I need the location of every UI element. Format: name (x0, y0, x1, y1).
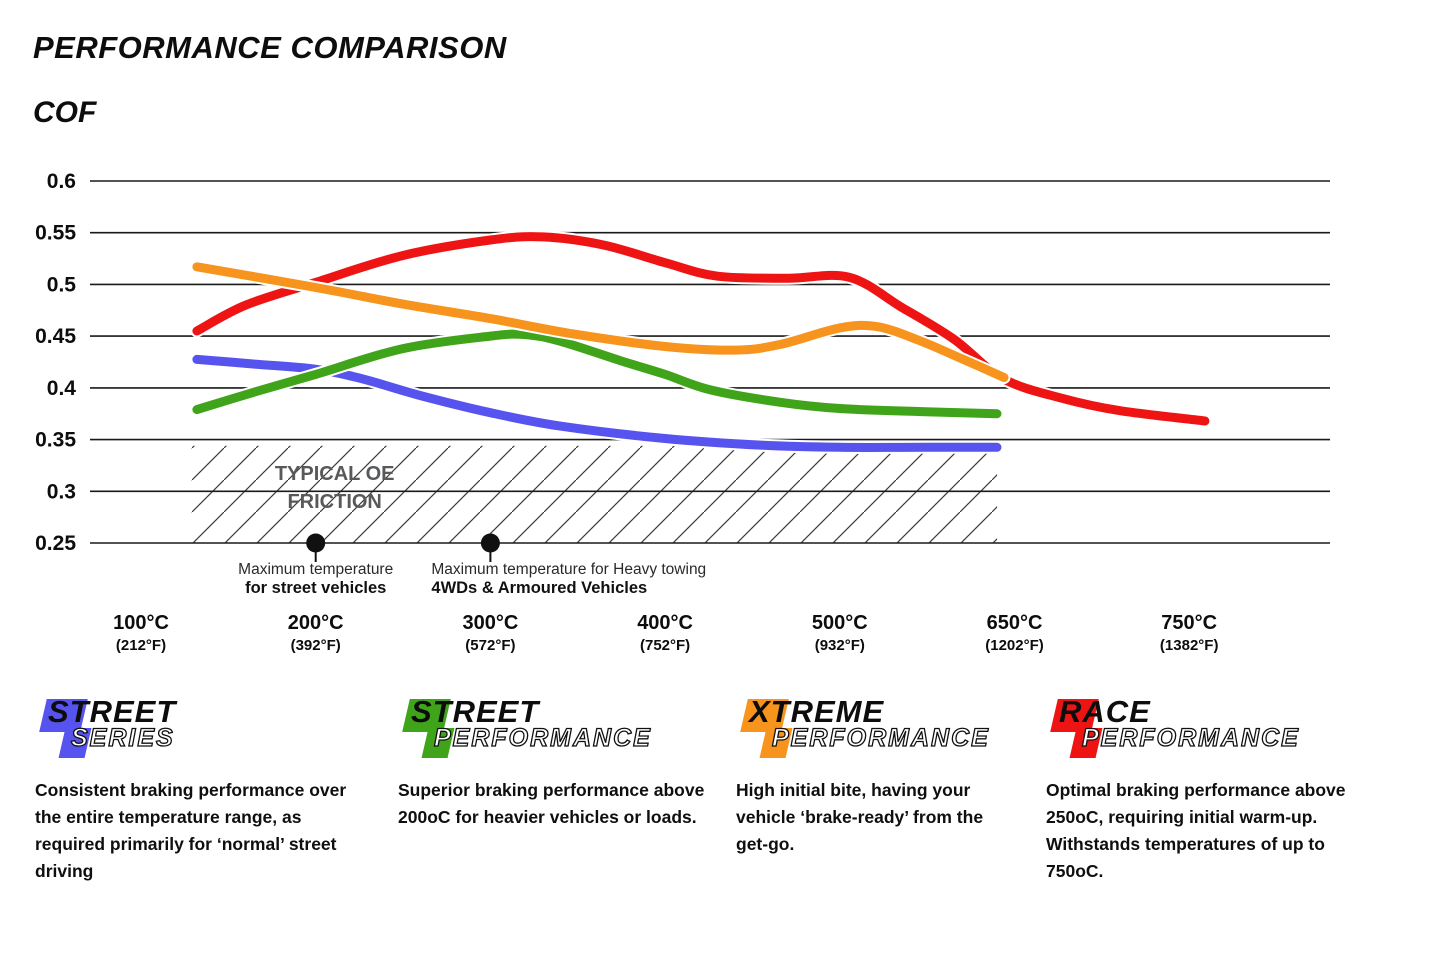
series-line-race-performance (192, 232, 1210, 426)
x-tick-label-celsius: 300°C (462, 612, 518, 634)
series-line-xtreme-performance (192, 262, 1009, 382)
legend-item-street-series: STREET SERIES Consistent braking perform… (35, 694, 365, 881)
street-series-logo: STREET SERIES (35, 694, 365, 763)
logo-word-secondary: SERIES (70, 723, 175, 752)
y-tick-label: 0.35 (35, 429, 76, 452)
x-tick-label-fahrenheit: (1202°F) (985, 637, 1044, 654)
legend-description: High initial bite, having your vehicle ‘… (736, 780, 984, 854)
legend-description: Optimal braking performance above 250oC,… (1046, 780, 1346, 881)
y-tick-label: 0.45 (35, 325, 76, 348)
x-tick-label-celsius: 400°C (637, 612, 693, 634)
x-tick-label-celsius: 750°C (1161, 612, 1217, 634)
logo-word-primary: RACE (1059, 694, 1151, 729)
logo-word-primary: STREET (411, 694, 540, 729)
x-tick-label-fahrenheit: (572°F) (465, 637, 515, 654)
marker-annotation-line1: Maximum temperature for Heavy towing (431, 561, 706, 578)
logo-word-secondary: PERFORMANCE (1081, 723, 1300, 752)
x-tick-label-celsius: 200°C (288, 612, 344, 634)
marker-annotation-line1: Maximum temperature (238, 561, 393, 578)
legend-item-race-performance: RACE PERFORMANCE Optimal braking perform… (1046, 694, 1381, 881)
max-temperature-marker (480, 533, 500, 553)
logo-word-primary: STREET (48, 694, 177, 729)
race-performance-logo: RACE PERFORMANCE (1046, 694, 1381, 763)
oe-zone-label-line1: TYPICAL OE (275, 463, 395, 485)
logo-word-secondary: PERFORMANCE (771, 723, 990, 752)
performance-chart: 0.6 0.55 0.5 0.45 0.4 0.35 0.3 0.25 TYPICAL OE FR… (35, 170, 1330, 654)
y-tick-label: 0.25 (35, 532, 76, 555)
typical-oe-friction-zone (191, 445, 998, 543)
logo-word-secondary: PERFORMANCE (433, 723, 652, 752)
x-tick-label-celsius: 650°C (987, 612, 1043, 634)
x-tick-label-fahrenheit: (392°F) (291, 637, 341, 654)
marker-annotation-line2: for street vehicles (245, 579, 386, 597)
x-tick-label-fahrenheit: (932°F) (815, 637, 865, 654)
y-tick-label: 0.55 (35, 222, 76, 245)
series-line-street-performance (192, 329, 1002, 419)
y-axis-title: COF (33, 96, 97, 129)
marker-annotation-line2: 4WDs & Armoured Vehicles (431, 579, 647, 597)
xtreme-performance-logo: XTREME PERFORMANCE (736, 694, 1014, 763)
y-tick-label: 0.5 (47, 273, 77, 296)
page-title: PERFORMANCE COMPARISON (33, 30, 507, 65)
x-tick-label-fahrenheit: (212°F) (116, 637, 166, 654)
logo-word-primary: XTREME (749, 694, 885, 729)
legend-item-xtreme-performance: XTREME PERFORMANCE High initial bite, ha… (736, 694, 1014, 854)
y-tick-label: 0.3 (47, 480, 76, 503)
y-tick-label: 0.4 (47, 377, 77, 400)
x-tick-label-celsius: 100°C (113, 612, 169, 634)
legend-item-street-performance: STREET PERFORMANCE Superior braking perf… (398, 694, 718, 827)
oe-zone-label-line2: FRICTION (287, 491, 381, 513)
x-tick-label-celsius: 500°C (812, 612, 868, 634)
x-tick-label-fahrenheit: (1382°F) (1160, 637, 1219, 654)
legend-description: Superior braking performance above 200oC… (398, 780, 705, 827)
legend-description: Consistent braking performance over the … (35, 780, 347, 881)
y-tick-label: 0.6 (47, 170, 76, 193)
street-performance-logo: STREET PERFORMANCE (398, 694, 718, 763)
max-temperature-marker (306, 533, 326, 553)
x-tick-label-fahrenheit: (752°F) (640, 637, 690, 654)
